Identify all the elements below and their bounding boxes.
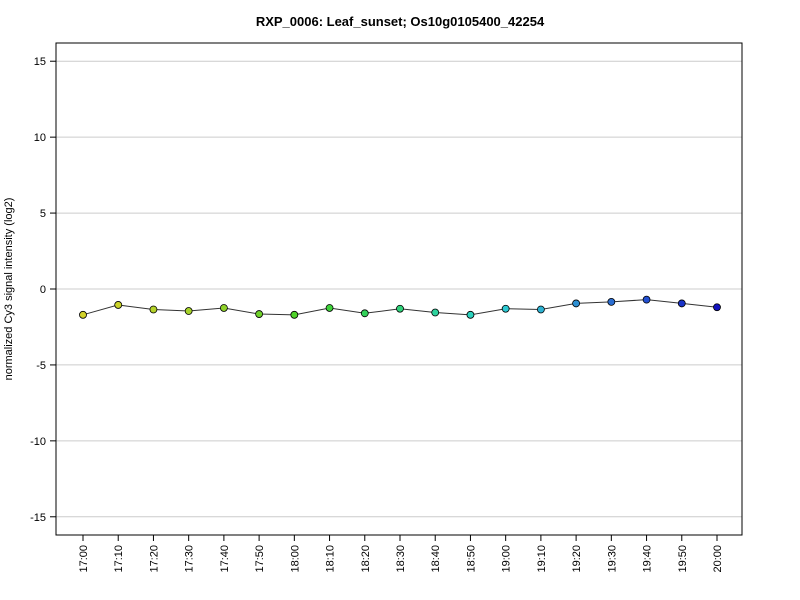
x-tick-label: 18:00 — [289, 545, 301, 573]
y-axis: 15 10 5 0 -5 -10 -15 — [30, 56, 56, 524]
x-tick-label: 19:20 — [571, 545, 583, 573]
y-tick-label: -10 — [30, 436, 46, 448]
x-tick-label: 19:00 — [501, 545, 513, 573]
y-tick-label: -5 — [36, 360, 46, 372]
x-tick-label: 17:10 — [113, 545, 125, 573]
data-point — [149, 305, 158, 314]
x-axis: 17:00 17:10 17:20 17:30 17:40 17:50 18:00 18:10… — [78, 534, 724, 573]
x-tick-label: 19:40 — [642, 545, 654, 573]
x-tick-label: 18:50 — [465, 545, 477, 573]
data-point — [466, 310, 475, 319]
data-point — [290, 310, 299, 319]
x-tick-label: 17:00 — [78, 545, 90, 573]
y-axis-label: normalized Cy3 signal intensity (log2) — [3, 198, 15, 381]
x-tick-label: 20:00 — [712, 545, 724, 573]
data-point — [79, 310, 87, 319]
data-point — [572, 299, 581, 308]
data-point — [396, 304, 404, 313]
data-point — [325, 304, 334, 312]
x-tick-label: 19:30 — [606, 545, 618, 573]
data-point — [360, 309, 369, 318]
x-tick-label: 17:20 — [148, 545, 160, 573]
y-tick-label: 10 — [34, 132, 46, 144]
x-tick-label: 19:50 — [677, 545, 689, 573]
x-tick-label: 19:10 — [536, 545, 548, 573]
data-point — [607, 298, 616, 306]
gridlines — [56, 60, 742, 518]
y-tick-label: 5 — [40, 208, 46, 220]
x-tick-label: 17:40 — [219, 545, 231, 573]
data-point — [642, 295, 651, 304]
data-point — [219, 304, 228, 312]
data-point — [713, 303, 721, 312]
y-tick-label: 0 — [40, 284, 46, 296]
data-point — [114, 301, 123, 309]
x-tick-label: 18:20 — [360, 545, 372, 573]
y-tick-label: 15 — [34, 56, 46, 68]
y-tick-label: -15 — [30, 512, 46, 524]
data-point — [431, 308, 440, 317]
data-point — [184, 307, 193, 315]
data-point — [501, 304, 510, 313]
x-tick-label: 17:50 — [254, 545, 266, 573]
series-layer — [79, 295, 721, 319]
data-point — [536, 305, 545, 314]
x-tick-label: 18:30 — [395, 545, 407, 573]
x-tick-label: 18:10 — [325, 545, 337, 573]
x-tick-label: 17:30 — [184, 545, 196, 573]
data-point — [677, 299, 686, 308]
x-tick-label: 18:40 — [430, 545, 442, 573]
data-point — [255, 310, 264, 318]
chart-title: RXP_0006: Leaf_sunset; Os10g0105400_4225… — [256, 14, 545, 29]
